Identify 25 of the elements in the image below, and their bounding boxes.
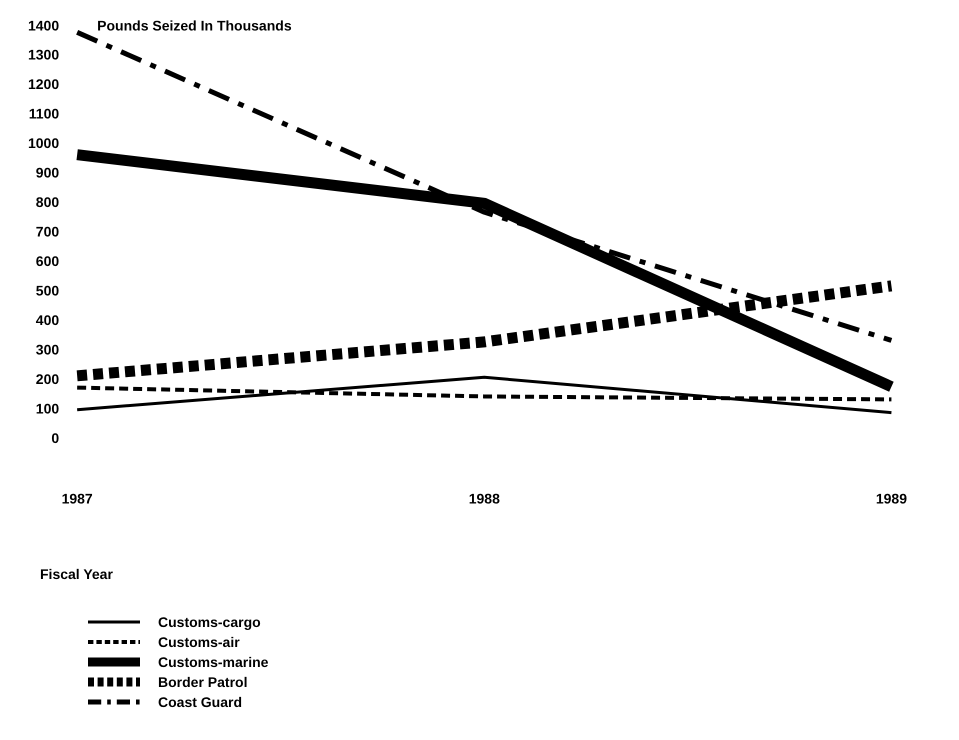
y-tick-label: 900 — [36, 164, 60, 181]
y-tick-label: 600 — [36, 253, 60, 270]
y-tick-label: 1100 — [28, 106, 60, 122]
y-tick-label: 1300 — [28, 46, 60, 63]
x-axis-title: Fiscal Year — [40, 566, 113, 582]
y-tick-label: 800 — [36, 194, 60, 210]
y-tick-label: 1200 — [28, 76, 60, 92]
y-tick-label: 500 — [36, 282, 60, 299]
legend-label: Customs-air — [158, 634, 240, 650]
x-tick-label: 1988 — [468, 490, 500, 506]
y-tick-label: 1000 — [28, 135, 60, 152]
y-tick-label: 1400 — [28, 17, 60, 34]
x-tick-label: 1987 — [62, 490, 93, 506]
x-tick-label: 1989 — [876, 490, 908, 506]
legend-label: Coast Guard — [158, 694, 242, 710]
y-tick-label: 0 — [51, 430, 60, 446]
y-tick-label: 400 — [36, 312, 60, 328]
y-tick-label: 200 — [36, 371, 60, 388]
y-tick-label: 300 — [36, 342, 60, 358]
y-axis-title: Pounds Seized In Thousands — [97, 17, 292, 34]
legend-label: Customs-marine — [158, 654, 268, 670]
y-tick-label: 100 — [36, 400, 60, 417]
legend-label: Customs-cargo — [158, 614, 261, 630]
legend-label: Border Patrol — [158, 674, 248, 690]
y-tick-label: 700 — [36, 224, 60, 240]
